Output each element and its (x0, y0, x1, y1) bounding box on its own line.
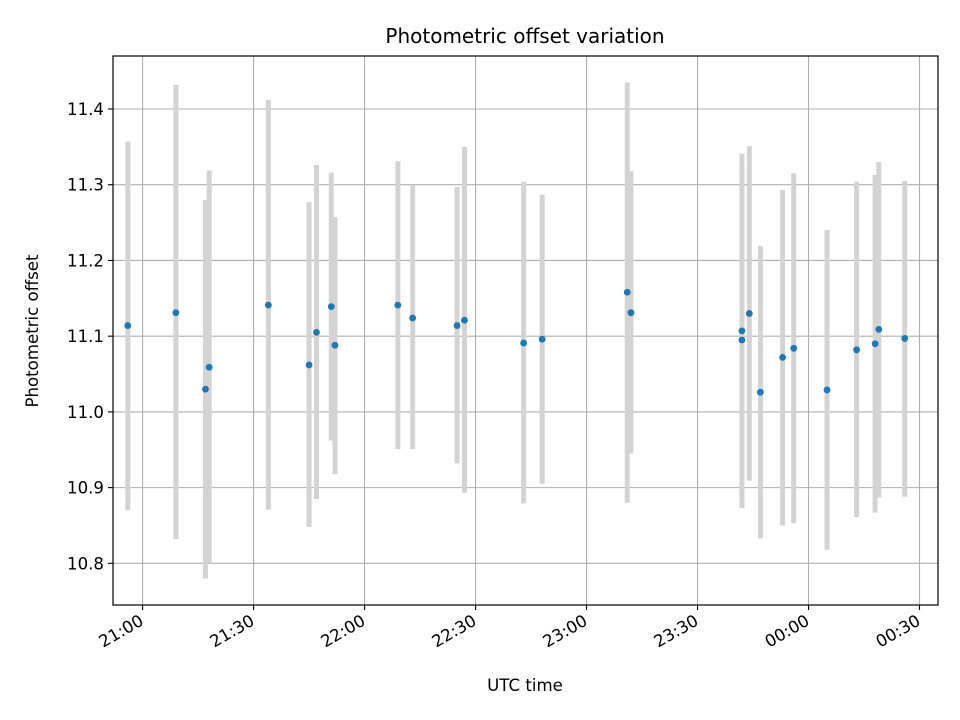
data-point (779, 353, 787, 361)
data-point (394, 301, 402, 309)
data-point (901, 335, 909, 342)
data-point (520, 339, 528, 347)
data-point (313, 328, 320, 336)
y-tick-label: 10.8 (67, 554, 104, 573)
y-tick-label: 10.9 (67, 479, 104, 498)
y-axis-ticks: 10.8 10.9 11.0 11.1 11.2 11.3 11.4 (67, 100, 113, 573)
data-point (305, 361, 313, 369)
data-point (875, 325, 883, 333)
data-point (202, 385, 209, 393)
plot-frame (112, 55, 939, 606)
data-point (538, 335, 546, 343)
data-point (623, 288, 631, 296)
data-point (757, 388, 764, 396)
data-points (124, 288, 909, 396)
data-point (205, 363, 213, 371)
chart-title: Photometric offset variation (385, 24, 664, 48)
data-point (331, 341, 339, 349)
data-point (871, 340, 879, 348)
data-point (172, 309, 180, 317)
y-tick-label: 11.0 (67, 403, 104, 422)
data-point (327, 303, 335, 311)
data-point (853, 346, 861, 354)
data-point (790, 344, 798, 352)
data-point (627, 309, 635, 317)
x-axis-title: UTC time (487, 676, 563, 695)
y-tick-label: 11.3 (67, 176, 104, 195)
y-tick-label: 11.1 (67, 327, 104, 346)
y-axis-title: Photometric offset (23, 254, 42, 407)
data-point (823, 386, 831, 394)
data-point (738, 336, 746, 344)
data-point (461, 316, 468, 324)
data-point (453, 322, 461, 329)
data-point (264, 301, 272, 309)
data-point (745, 310, 753, 317)
data-point (738, 327, 746, 335)
y-tick-label: 11.2 (67, 251, 104, 270)
y-tick-label: 11.4 (67, 100, 104, 119)
data-point (124, 322, 132, 329)
data-point (409, 314, 417, 322)
